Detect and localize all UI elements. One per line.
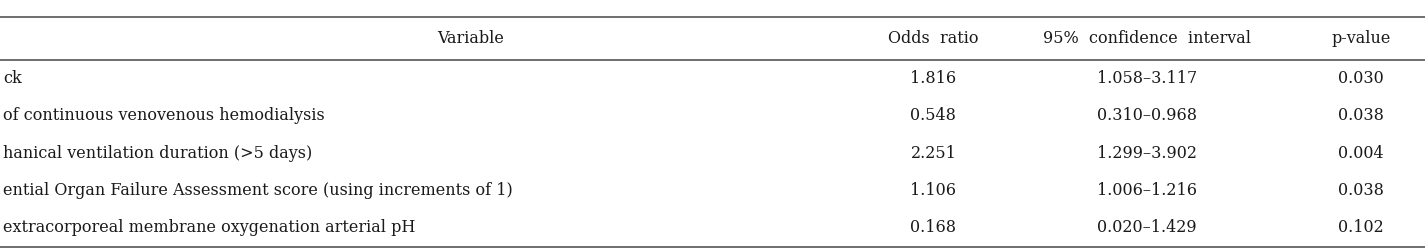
- Text: 1.006–1.216: 1.006–1.216: [1097, 182, 1197, 199]
- Text: 2.251: 2.251: [911, 145, 956, 162]
- Text: p-value: p-value: [1331, 30, 1391, 47]
- Text: 0.004: 0.004: [1338, 145, 1384, 162]
- Text: 95%  confidence  interval: 95% confidence interval: [1043, 30, 1251, 47]
- Text: ck: ck: [3, 70, 21, 87]
- Text: 0.030: 0.030: [1338, 70, 1384, 87]
- Text: 0.038: 0.038: [1338, 107, 1384, 124]
- Text: 0.310–0.968: 0.310–0.968: [1097, 107, 1197, 124]
- Text: 0.102: 0.102: [1338, 219, 1384, 236]
- Text: extracorporeal membrane oxygenation arterial pH: extracorporeal membrane oxygenation arte…: [3, 219, 415, 236]
- Text: 1.058–3.117: 1.058–3.117: [1097, 70, 1197, 87]
- Text: Variable: Variable: [437, 30, 503, 47]
- Text: 1.816: 1.816: [911, 70, 956, 87]
- Text: 0.548: 0.548: [911, 107, 956, 124]
- Text: 0.020–1.429: 0.020–1.429: [1097, 219, 1197, 236]
- Text: ential Organ Failure Assessment score (using increments of 1): ential Organ Failure Assessment score (u…: [3, 182, 513, 199]
- Text: Odds  ratio: Odds ratio: [888, 30, 979, 47]
- Text: 0.038: 0.038: [1338, 182, 1384, 199]
- Text: 0.168: 0.168: [911, 219, 956, 236]
- Text: hanical ventilation duration (>5 days): hanical ventilation duration (>5 days): [3, 145, 312, 162]
- Text: of continuous venovenous hemodialysis: of continuous venovenous hemodialysis: [3, 107, 325, 124]
- Text: 1.299–3.902: 1.299–3.902: [1097, 145, 1197, 162]
- Text: 1.106: 1.106: [911, 182, 956, 199]
